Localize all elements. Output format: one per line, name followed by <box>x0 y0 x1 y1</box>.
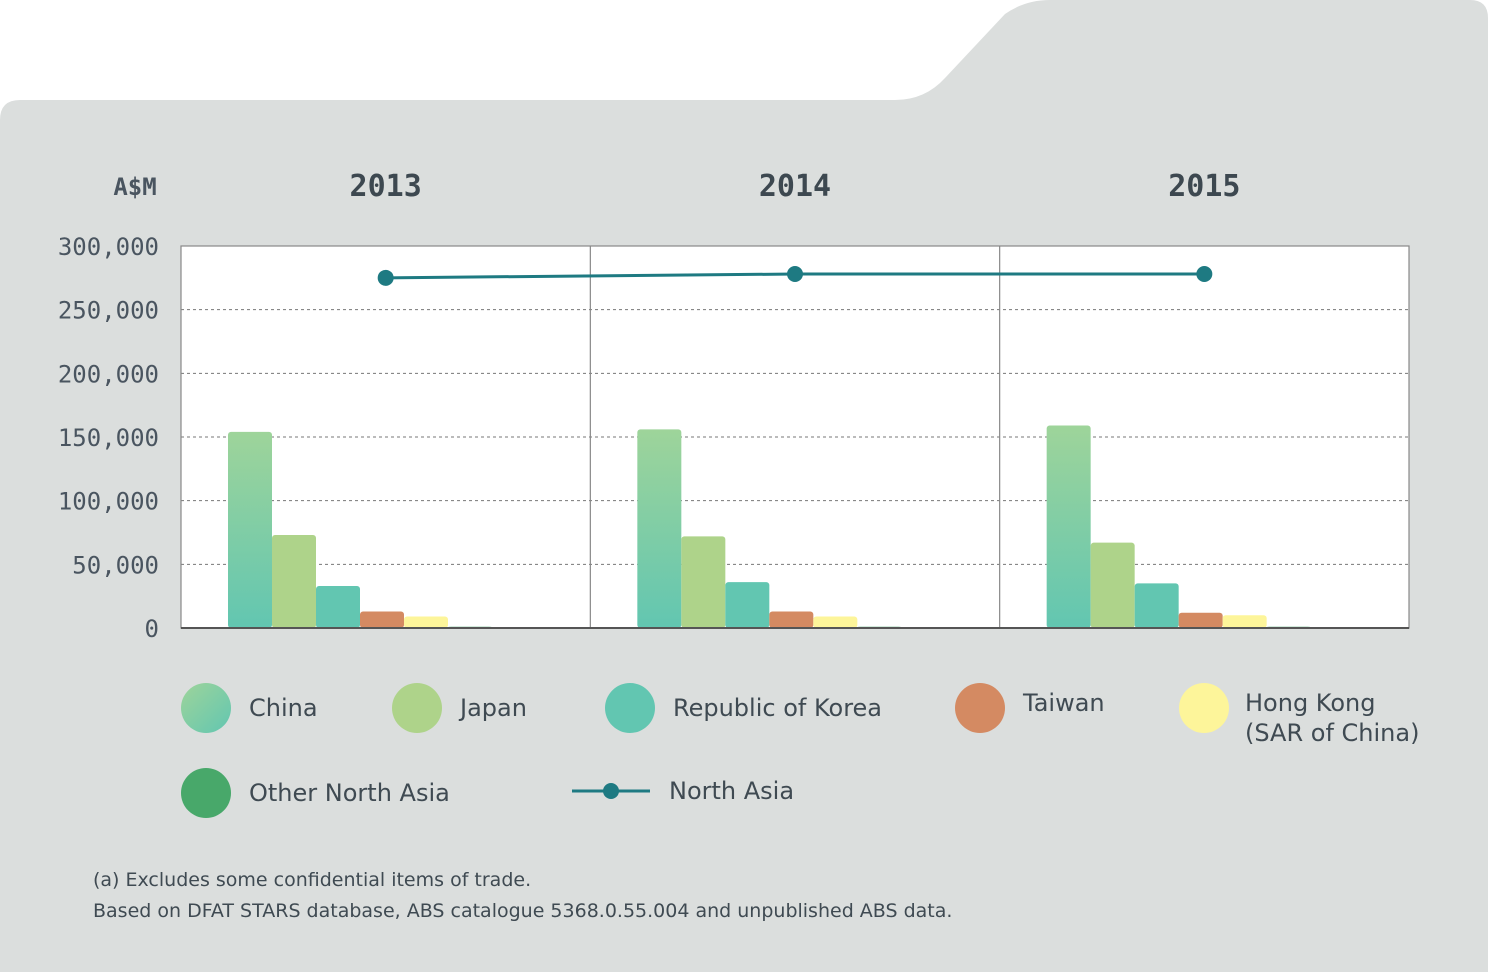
legend-label-other: Other North Asia <box>249 779 450 807</box>
korea-swatch <box>605 683 655 733</box>
footnote-line-2: Based on DFAT STARS database, ABS catalo… <box>93 900 953 922</box>
bar-hong-kong-2013 <box>404 616 448 628</box>
year-label: 2013 <box>350 169 422 204</box>
y-tick-label: 250,000 <box>58 297 159 325</box>
y-tick-label: 100,000 <box>58 488 159 516</box>
grid-lines <box>181 246 1409 628</box>
legend-item-china: China <box>181 683 318 733</box>
year-label: 2015 <box>1168 169 1240 204</box>
plot-frame <box>180 245 1410 629</box>
y-tick-label: 200,000 <box>58 360 159 388</box>
bar-taiwan-2015 <box>1178 612 1223 628</box>
legend-item-japan: Japan <box>392 683 527 733</box>
other-north-asia-swatch <box>181 768 231 818</box>
legend-label-taiwan: Taiwan <box>1023 689 1105 717</box>
bar-japan-2013 <box>272 535 316 628</box>
bar-republic-of-korea-2015 <box>1134 583 1179 628</box>
bar-china-2015 <box>1046 425 1091 628</box>
y-tick-label: 50,000 <box>72 551 159 579</box>
legend-item-north-asia: North Asia <box>572 775 794 807</box>
legend-item-other: Other North Asia <box>181 768 450 818</box>
y-tick-label: 300,000 <box>58 233 159 261</box>
y-tick-labels: 0 50,000 100,000 150,000 200,000 250,000 300,0… <box>58 233 159 643</box>
y-axis-unit-label: A$M <box>113 173 156 201</box>
legend-item-hongkong: Hong Kong (SAR of China) <box>1179 683 1419 748</box>
legend-label-hongkong-line2: (SAR of China) <box>1245 719 1420 747</box>
bar-taiwan-2013 <box>360 611 404 628</box>
y-tick-label: 150,000 <box>58 424 159 452</box>
legend-label-hongkong-line1: Hong Kong <box>1245 689 1376 717</box>
north-asia-point <box>377 269 394 286</box>
north-asia-line <box>377 266 1213 286</box>
legend-label-korea: Republic of Korea <box>673 694 883 722</box>
north-asia-point <box>1196 266 1213 283</box>
hongkong-swatch <box>1179 683 1229 733</box>
bar-japan-2014 <box>681 536 726 628</box>
legend-item-korea: Republic of Korea <box>605 683 882 733</box>
bar-taiwan-2014 <box>769 611 814 628</box>
legend-label-north-asia: North Asia <box>669 777 795 805</box>
legend-label-china: China <box>249 694 318 722</box>
bar-japan-2015 <box>1090 542 1135 628</box>
legend-item-taiwan: Taiwan <box>955 683 1105 733</box>
footnote-line-1: (a) Excludes some confidential items of … <box>93 869 532 891</box>
year-label: 2014 <box>759 169 831 204</box>
legend-label-japan: Japan <box>460 694 527 722</box>
north-asia-line-swatch <box>572 783 650 799</box>
y-tick-label: 0 <box>145 615 159 643</box>
bar-china-2013 <box>228 431 272 628</box>
taiwan-swatch <box>955 683 1005 733</box>
bar-republic-of-korea-2014 <box>725 582 770 628</box>
bar-hong-kong-2015 <box>1222 615 1267 628</box>
year-labels: 2013 2014 2015 <box>350 169 1241 204</box>
japan-swatch <box>392 683 442 733</box>
bar-hong-kong-2014 <box>813 616 858 628</box>
china-swatch <box>181 683 231 733</box>
bar-china-2014 <box>637 429 682 628</box>
bars <box>228 425 1311 628</box>
north-asia-point <box>787 266 803 283</box>
bar-republic-of-korea-2013 <box>316 585 360 628</box>
